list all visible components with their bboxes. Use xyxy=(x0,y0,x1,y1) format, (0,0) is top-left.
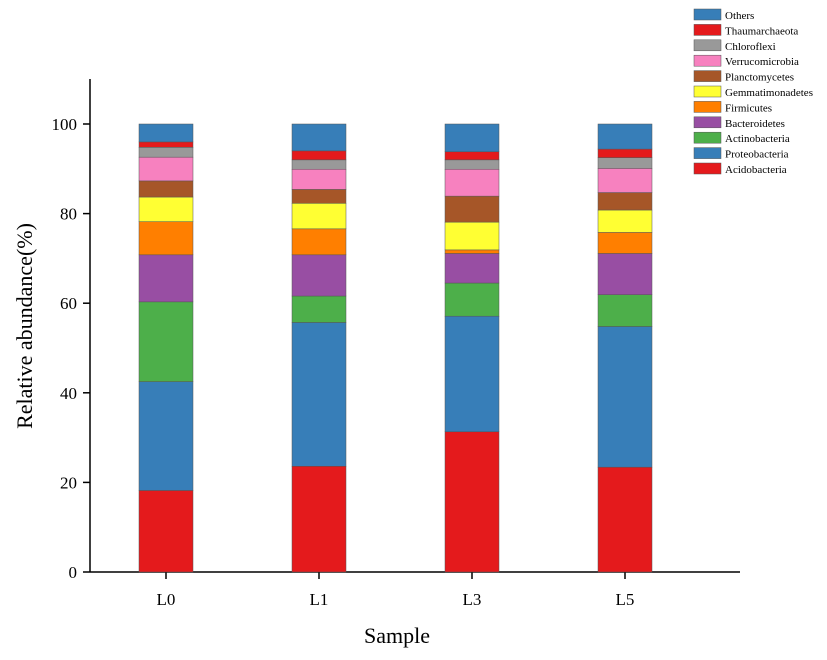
legend-label: Planctomycetes xyxy=(725,72,794,84)
bar-segment-gemmatimonadetes xyxy=(444,221,500,251)
legend-swatch xyxy=(693,131,722,144)
bar-segment-proteobacteria xyxy=(291,322,347,467)
bar-segment-others xyxy=(291,123,347,152)
bar-segment-actinobacteria xyxy=(291,295,347,323)
bar-segment-acidobacteria xyxy=(291,466,347,573)
bar-segment-firmicutes xyxy=(444,249,500,254)
bar-segment-planctomycetes xyxy=(291,189,347,204)
y-tick-label: 80 xyxy=(60,205,77,224)
legend-label: Verrucomicrobia xyxy=(725,56,799,68)
y-tick-label: 20 xyxy=(60,473,77,492)
bar-segment-bacteroidetes xyxy=(597,253,653,295)
bar-segment-planctomycetes xyxy=(138,180,194,198)
legend-label: Others xyxy=(725,10,754,22)
bar-segment-thaumarchaeota xyxy=(597,148,653,158)
legend-swatch xyxy=(693,162,722,175)
legend-label: Thaumarchaeota xyxy=(725,25,798,37)
bar-segment-verrucomicrobia xyxy=(138,156,194,182)
legend-swatch xyxy=(693,54,722,67)
legend-label: Acidobacteria xyxy=(725,164,787,176)
legend-swatch xyxy=(693,116,722,129)
legend-swatch xyxy=(693,39,722,52)
legend-label: Proteobacteria xyxy=(725,149,789,161)
bar-segment-others xyxy=(444,123,500,153)
y-tick-label: 60 xyxy=(60,294,77,313)
legend-swatch xyxy=(693,147,722,159)
legend-swatch xyxy=(693,101,722,113)
bar-segment-chloroflexi xyxy=(138,147,194,158)
bar-segment-bacteroidetes xyxy=(444,253,500,284)
bar-stack-l5 xyxy=(597,123,653,573)
bar-segment-thaumarchaeota xyxy=(444,151,500,161)
legend-label: Gemmatimonadetes xyxy=(725,87,813,99)
legend-label: Bacteroidetes xyxy=(725,118,785,130)
bar-segment-chloroflexi xyxy=(597,157,653,169)
bar-segment-gemmatimonadetes xyxy=(291,203,347,230)
legend-swatch xyxy=(693,70,722,82)
bar-segment-actinobacteria xyxy=(444,282,500,317)
bar-segment-actinobacteria xyxy=(138,301,194,382)
x-axis-title: Sample xyxy=(364,623,430,648)
bar-segment-planctomycetes xyxy=(597,192,653,211)
bar-segment-verrucomicrobia xyxy=(444,168,500,197)
legend-label: Chloroflexi xyxy=(725,41,776,53)
bar-segment-firmicutes xyxy=(291,228,347,256)
legend-label: Firmicutes xyxy=(725,102,772,114)
bar-segment-verrucomicrobia xyxy=(597,168,653,193)
bar-stack-l0 xyxy=(138,123,194,573)
bar-segment-others xyxy=(138,123,194,143)
x-tick-label: L5 xyxy=(616,590,635,609)
bar-segment-acidobacteria xyxy=(444,431,500,573)
bar-segment-chloroflexi xyxy=(444,159,500,170)
legend: Others Thaumarchaeota Chloroflexi Verrucomi… xyxy=(693,8,813,176)
y-tick-label: 0 xyxy=(69,563,78,582)
bar-segment-acidobacteria xyxy=(138,490,194,573)
legend-swatch xyxy=(693,8,722,21)
bar-segment-planctomycetes xyxy=(444,195,500,223)
bars xyxy=(138,123,653,573)
bar-segment-bacteroidetes xyxy=(291,254,347,297)
bar-stack-l1 xyxy=(291,123,347,573)
bar-segment-actinobacteria xyxy=(597,294,653,327)
bar-segment-proteobacteria xyxy=(138,381,194,491)
bar-segment-bacteroidetes xyxy=(138,254,194,303)
bar-segment-others xyxy=(597,123,653,150)
bar-segment-firmicutes xyxy=(138,221,194,256)
x-tick-label: L3 xyxy=(463,590,482,609)
bar-segment-thaumarchaeota xyxy=(138,141,194,148)
y-tick-label: 40 xyxy=(60,384,77,403)
legend-swatch xyxy=(693,85,722,98)
bar-segment-thaumarchaeota xyxy=(291,150,347,161)
bar-segment-gemmatimonadetes xyxy=(138,196,194,222)
y-axis-title: Relative abundance(%) xyxy=(12,223,37,429)
bar-segment-acidobacteria xyxy=(597,466,653,573)
bar-segment-proteobacteria xyxy=(444,315,500,433)
bar-segment-firmicutes xyxy=(597,232,653,254)
bar-segment-chloroflexi xyxy=(291,159,347,170)
legend-swatch xyxy=(693,24,722,36)
bar-segment-proteobacteria xyxy=(597,326,653,468)
bar-segment-gemmatimonadetes xyxy=(597,209,653,233)
axes: 0 20 40 60 80 100 L0 L1 L3 L5 xyxy=(52,79,740,609)
bar-segment-verrucomicrobia xyxy=(291,168,347,190)
x-tick-label: L1 xyxy=(310,590,329,609)
legend-label: Actinobacteria xyxy=(725,133,790,145)
y-tick-label: 100 xyxy=(52,115,78,134)
bar-stack-l3 xyxy=(444,123,500,573)
x-tick-label: L0 xyxy=(157,590,176,609)
